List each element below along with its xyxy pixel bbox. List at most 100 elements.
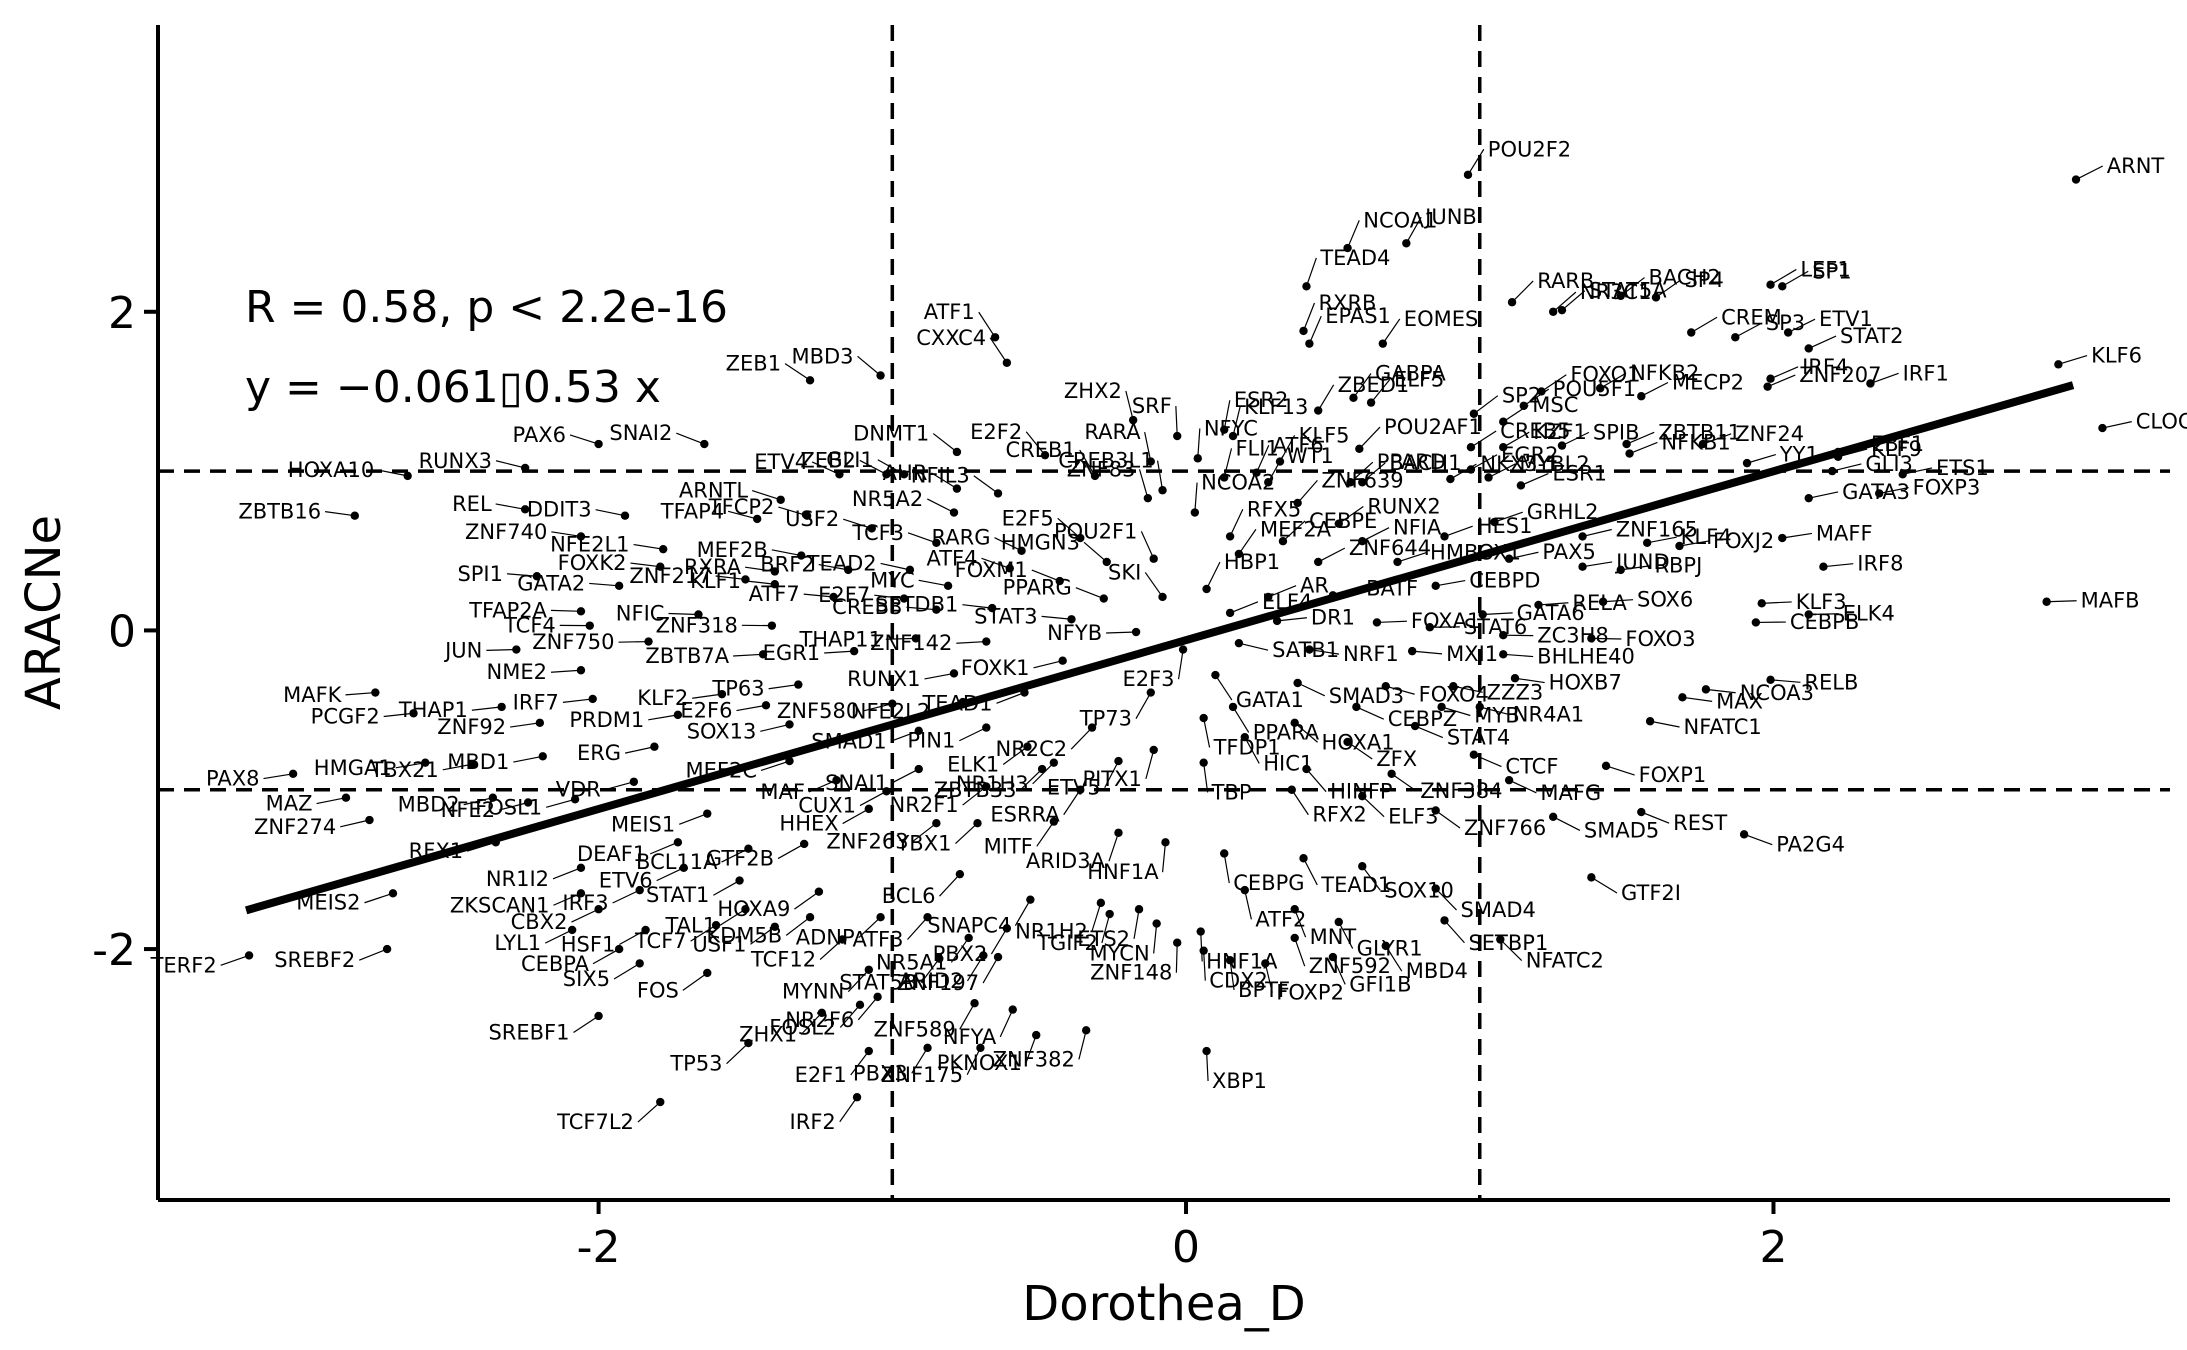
point-301 — [864, 965, 874, 974]
leader-50 — [1025, 431, 1046, 456]
point-label-233: MAZ — [266, 792, 313, 816]
point-label-16: ATF1 — [924, 300, 975, 324]
point-277 — [876, 913, 885, 922]
point-label-226: NR2F1 — [890, 793, 959, 817]
point-71 — [952, 484, 962, 493]
point-label-20: EPAS1 — [1325, 304, 1391, 328]
point-254 — [799, 839, 809, 849]
leader-140 — [1808, 613, 1839, 616]
point-109 — [844, 565, 853, 575]
leader-206 — [1605, 765, 1635, 776]
leader-275 — [785, 916, 811, 936]
point-157 — [585, 621, 594, 630]
leader-256 — [656, 867, 685, 882]
y-tick-label-1: 0 — [108, 606, 136, 657]
leader-218 — [1306, 768, 1327, 793]
point-252 — [673, 838, 683, 847]
leader-202 — [1070, 727, 1093, 750]
leader-167 — [1705, 688, 1736, 694]
leader-186 — [736, 704, 767, 712]
point-label-0: ARNT — [2107, 154, 2165, 178]
point-176 — [1058, 656, 1067, 665]
point-163 — [1234, 638, 1244, 648]
leader-46 — [676, 432, 705, 445]
leader-155 — [1503, 653, 1534, 658]
point-label-104: KLF4 — [1681, 525, 1732, 549]
point-label-59: SPIB — [1593, 420, 1640, 444]
leader-314 — [966, 1047, 981, 1076]
leader-120 — [1620, 565, 1651, 571]
point-61 — [1466, 465, 1476, 474]
leader-57 — [1502, 431, 1530, 448]
point-label-157: TCF4 — [503, 613, 556, 637]
point-label-210: PITX1 — [1082, 767, 1141, 791]
point-267 — [1440, 916, 1449, 925]
point-label-80: ETS1 — [1936, 456, 1989, 480]
point-label-156: FOXO3 — [1625, 627, 1695, 651]
point-159 — [758, 650, 768, 659]
point-250 — [365, 815, 374, 825]
point-label-170: JUN — [443, 638, 482, 662]
point-label-95: USF2 — [785, 507, 839, 531]
point-50 — [1040, 450, 1050, 460]
point-label-297: SREBF2 — [274, 948, 355, 972]
leader-283 — [1264, 963, 1273, 993]
leader-280 — [1101, 913, 1111, 944]
leader-151 — [1277, 617, 1307, 622]
point-label-167: NCOA3 — [1740, 681, 1814, 705]
point-182 — [1437, 702, 1446, 712]
point-label-48: ZEB2 — [800, 448, 855, 472]
point-262 — [1134, 905, 1144, 914]
point-147 — [1067, 615, 1076, 624]
point-label-314: ZNF175 — [881, 1063, 963, 1087]
point-235 — [523, 798, 533, 807]
point-211 — [785, 756, 794, 766]
point-15 — [1378, 339, 1388, 348]
point-315 — [656, 1097, 665, 1107]
point-label-123: GATA2 — [517, 571, 585, 595]
point-175 — [949, 669, 959, 678]
point-label-98: E2F5 — [1002, 506, 1054, 530]
point-label-276: ATF3 — [852, 927, 903, 951]
leader-298 — [592, 948, 620, 965]
leader-147 — [1041, 615, 1072, 620]
point-label-136: GATA6 — [1517, 601, 1585, 625]
point-label-26: GABPA — [1375, 361, 1446, 385]
point-285 — [567, 925, 577, 935]
point-21 — [1687, 328, 1696, 337]
point-label-255: NR1I2 — [486, 867, 549, 891]
leader-175 — [924, 672, 955, 680]
point-264 — [1240, 885, 1249, 895]
point-311 — [744, 1038, 753, 1048]
point-203 — [1240, 732, 1249, 742]
x-axis-title: Dorothea_D — [1022, 1276, 1306, 1332]
point-60 — [1622, 439, 1631, 449]
point-259 — [955, 869, 965, 879]
point-78 — [1742, 458, 1752, 468]
leader-158 — [618, 640, 649, 643]
point-label-306: NFYA — [943, 1025, 997, 1049]
point-label-27: ELF5 — [1394, 367, 1444, 391]
point-296 — [244, 951, 254, 960]
point-127 — [899, 594, 909, 603]
point-label-307: PKNOX1 — [937, 1051, 1022, 1075]
leader-174 — [768, 683, 799, 690]
point-label-96: MEF2B — [697, 538, 768, 562]
leader-98 — [1057, 517, 1081, 539]
point-20 — [1305, 339, 1314, 348]
point-74 — [1264, 478, 1273, 487]
point-56 — [1466, 443, 1476, 452]
point-239 — [932, 819, 941, 828]
leader-67 — [495, 503, 526, 510]
point-label-301: MYNN — [782, 980, 844, 1004]
leader-127 — [874, 594, 905, 600]
leader-264 — [1244, 889, 1252, 920]
point-label-246: SOX10 — [1384, 878, 1454, 902]
point-255 — [576, 863, 586, 873]
point-label-282: ZNF592 — [1309, 954, 1391, 978]
point-293 — [1173, 938, 1182, 947]
point-140 — [1804, 610, 1813, 619]
point-label-103: ZNF165 — [1616, 518, 1698, 542]
leader-156 — [1591, 637, 1622, 640]
point-181 — [1475, 702, 1484, 712]
